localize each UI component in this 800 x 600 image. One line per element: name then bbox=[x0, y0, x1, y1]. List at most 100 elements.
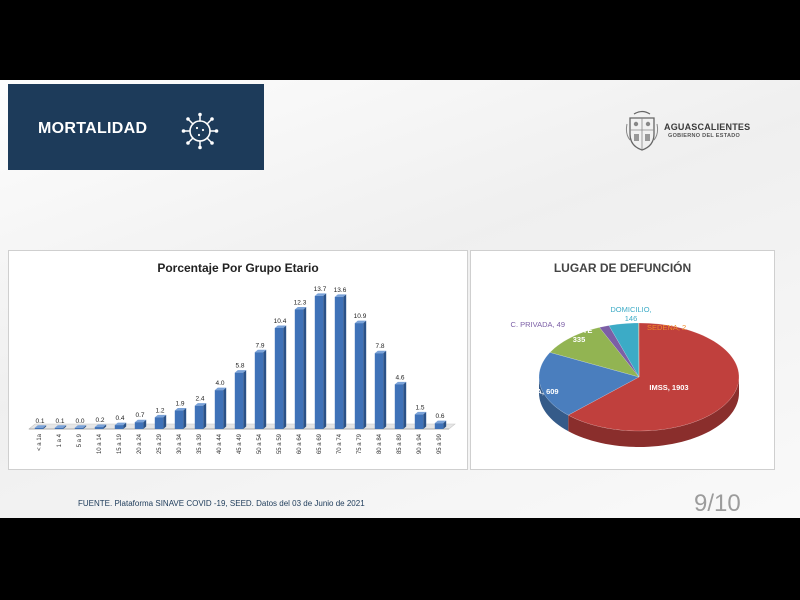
bar-group bbox=[114, 422, 127, 429]
bar-top bbox=[274, 325, 287, 328]
tick-label: 20 a 24 bbox=[137, 433, 143, 454]
bar-chart-title: Porcentaje Por Grupo Etario bbox=[157, 261, 319, 275]
tick-label: 10 a 14 bbox=[97, 433, 103, 454]
bar-group bbox=[394, 381, 407, 429]
data-label: IMSS, 1903 bbox=[649, 383, 688, 392]
data-label: SEDENA, 2 bbox=[647, 323, 686, 332]
tick-label: 80 a 84 bbox=[377, 433, 383, 454]
bar bbox=[274, 327, 284, 429]
pie-slice bbox=[567, 322, 740, 432]
data-label: 12.3 bbox=[294, 300, 307, 307]
bar-side bbox=[143, 419, 147, 429]
pie-chart-title: LUGAR DE DEFUNCIÓN bbox=[553, 261, 692, 275]
data-label: 7.9 bbox=[255, 342, 264, 349]
bar-top bbox=[214, 387, 227, 391]
bar-side bbox=[303, 307, 307, 429]
data-label: ISSSTE 335 bbox=[566, 326, 593, 344]
source-note: FUENTE. Plataforma SINAVE COVID -19, SEE… bbox=[78, 499, 365, 508]
pie-tops bbox=[538, 322, 740, 432]
bar bbox=[34, 427, 44, 429]
state-logo: AGUASCALIENTES GOBIERNO DEL ESTADO bbox=[624, 110, 754, 154]
bar-top bbox=[94, 424, 107, 428]
bar bbox=[134, 422, 144, 429]
bar bbox=[74, 427, 84, 429]
data-label: 1.5 bbox=[415, 404, 424, 411]
coat-of-arms-icon bbox=[625, 110, 659, 151]
bar-top bbox=[354, 320, 367, 324]
logo-name: AGUASCALIENTES bbox=[664, 122, 751, 132]
bar-side bbox=[423, 411, 427, 429]
bar bbox=[334, 296, 344, 429]
bar-top bbox=[54, 425, 67, 428]
page-title: MORTALIDAD bbox=[38, 120, 148, 137]
title-banner: MORTALIDAD bbox=[8, 84, 264, 170]
bar-top bbox=[154, 414, 167, 418]
bar-side bbox=[323, 293, 327, 429]
tick-label: 50 a 54 bbox=[257, 433, 263, 454]
bar-side bbox=[83, 425, 87, 429]
tick-label: < a 1a bbox=[37, 433, 43, 451]
bar bbox=[434, 423, 444, 429]
tick-label: 95 a 99 bbox=[437, 433, 443, 454]
bar-chart: 0.1 < a 1a 0.1 1 a 4 0.0 5 a 9 0.2 10 a 14 0.4 15… bbox=[28, 286, 456, 454]
bar bbox=[414, 414, 424, 429]
tick-label: 1 a 4 bbox=[57, 433, 63, 447]
bar-top bbox=[334, 294, 347, 297]
data-label: ISSEA, 609 bbox=[519, 387, 558, 396]
bar-side bbox=[203, 403, 207, 429]
pie-slice-side bbox=[539, 377, 569, 432]
logo-subtitle: GOBIERNO DEL ESTADO bbox=[668, 133, 741, 139]
data-label: 7.8 bbox=[375, 343, 384, 350]
data-label: 0.1 bbox=[35, 418, 44, 425]
bar-top bbox=[74, 425, 87, 428]
bar-side bbox=[103, 424, 107, 429]
bar bbox=[194, 405, 204, 429]
data-label: 13.7 bbox=[314, 286, 327, 293]
data-label-line: ISSSTE bbox=[566, 326, 593, 335]
data-label: 0.1 bbox=[55, 418, 64, 425]
tick-label: 65 a 69 bbox=[317, 433, 323, 454]
data-label: 0.2 bbox=[95, 417, 104, 424]
bar-top bbox=[114, 422, 127, 426]
data-label: DOMICILIO, 146 bbox=[610, 305, 651, 323]
bar bbox=[94, 427, 104, 429]
bar-side bbox=[263, 349, 267, 429]
tick-label: 35 a 39 bbox=[197, 433, 203, 454]
place-of-death-chart-panel: LUGAR DE DEFUNCIÓN IMSS, 1903 ISSEA, 609 I… bbox=[470, 250, 775, 470]
data-label: 4.0 bbox=[215, 380, 224, 387]
bar-side bbox=[243, 370, 247, 429]
bar-top bbox=[434, 420, 447, 424]
bar-top bbox=[414, 411, 427, 415]
data-label-line: 335 bbox=[573, 335, 586, 344]
bar bbox=[174, 410, 184, 429]
bar bbox=[374, 353, 384, 429]
bar-group bbox=[154, 414, 167, 429]
bar-group bbox=[354, 320, 367, 429]
tick-label: 55 a 59 bbox=[277, 433, 283, 454]
bar-group bbox=[294, 307, 307, 429]
pie-slice bbox=[538, 352, 640, 416]
bar-group bbox=[434, 420, 447, 429]
bar-top bbox=[314, 293, 327, 296]
bar-group bbox=[174, 408, 187, 429]
bar-group bbox=[314, 293, 327, 429]
bar bbox=[154, 417, 164, 429]
bar bbox=[394, 384, 404, 429]
bar-group bbox=[54, 425, 67, 429]
tick-label: 60 a 64 bbox=[297, 433, 303, 454]
tick-label: 45 a 49 bbox=[237, 433, 243, 454]
bar-group bbox=[334, 294, 347, 429]
data-label: C. PRIVADA, 49 bbox=[511, 320, 565, 329]
data-label-line: DOMICILIO, bbox=[610, 305, 651, 314]
bar-top bbox=[234, 370, 247, 373]
bar-group bbox=[274, 325, 287, 429]
bar-group bbox=[254, 349, 267, 429]
data-label: 1.9 bbox=[175, 401, 184, 408]
bar-group bbox=[214, 387, 227, 429]
bar-top bbox=[374, 350, 387, 354]
bar-top bbox=[194, 403, 207, 406]
bar-side bbox=[163, 414, 167, 429]
age-group-chart-panel: Porcentaje Por Grupo Etario 0.1 < a 1a 0.1… bbox=[8, 250, 468, 470]
data-label-line: 146 bbox=[625, 314, 638, 323]
pie-slice bbox=[608, 322, 640, 378]
